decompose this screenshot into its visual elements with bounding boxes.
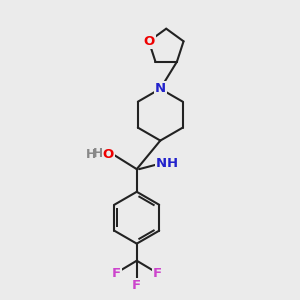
Text: F: F <box>132 279 141 292</box>
Text: O: O <box>143 35 154 48</box>
Text: H: H <box>167 157 178 170</box>
Text: F: F <box>153 267 162 280</box>
Text: F: F <box>112 267 121 280</box>
Text: H: H <box>92 147 103 160</box>
Text: N: N <box>156 157 167 170</box>
Text: N: N <box>155 82 166 95</box>
Text: O: O <box>103 148 114 161</box>
Text: H: H <box>86 148 96 161</box>
